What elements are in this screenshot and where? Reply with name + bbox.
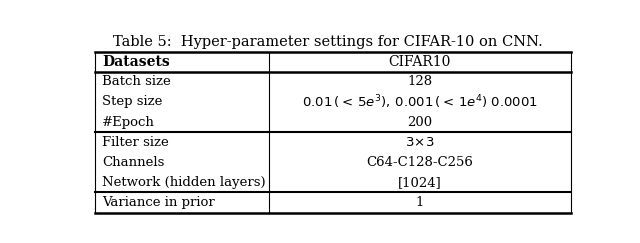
Text: Network (hidden layers): Network (hidden layers) <box>102 176 266 189</box>
Text: Filter size: Filter size <box>102 136 169 149</box>
Text: Step size: Step size <box>102 95 163 108</box>
Text: #Epoch: #Epoch <box>102 115 155 129</box>
Text: Table 5:  Hyper-parameter settings for CIFAR-10 on CNN.: Table 5: Hyper-parameter settings for CI… <box>113 35 543 49</box>
Text: CIFAR10: CIFAR10 <box>388 55 451 69</box>
Text: 1: 1 <box>415 196 424 209</box>
Text: Variance in prior: Variance in prior <box>102 196 215 209</box>
Text: [1024]: [1024] <box>398 176 442 189</box>
Text: $0.01\,(<\,5e^{3}),\,0.001\,(<\,1e^{4})\;0.0001$: $0.01\,(<\,5e^{3}),\,0.001\,(<\,1e^{4})\… <box>302 93 538 111</box>
Text: $3\!\times\!3$: $3\!\times\!3$ <box>405 136 435 149</box>
Text: Datasets: Datasets <box>102 55 170 69</box>
Text: Channels: Channels <box>102 156 164 169</box>
Text: C64-C128-C256: C64-C128-C256 <box>367 156 474 169</box>
Text: 200: 200 <box>407 115 433 129</box>
Text: Batch size: Batch size <box>102 75 171 88</box>
Text: 128: 128 <box>407 75 433 88</box>
